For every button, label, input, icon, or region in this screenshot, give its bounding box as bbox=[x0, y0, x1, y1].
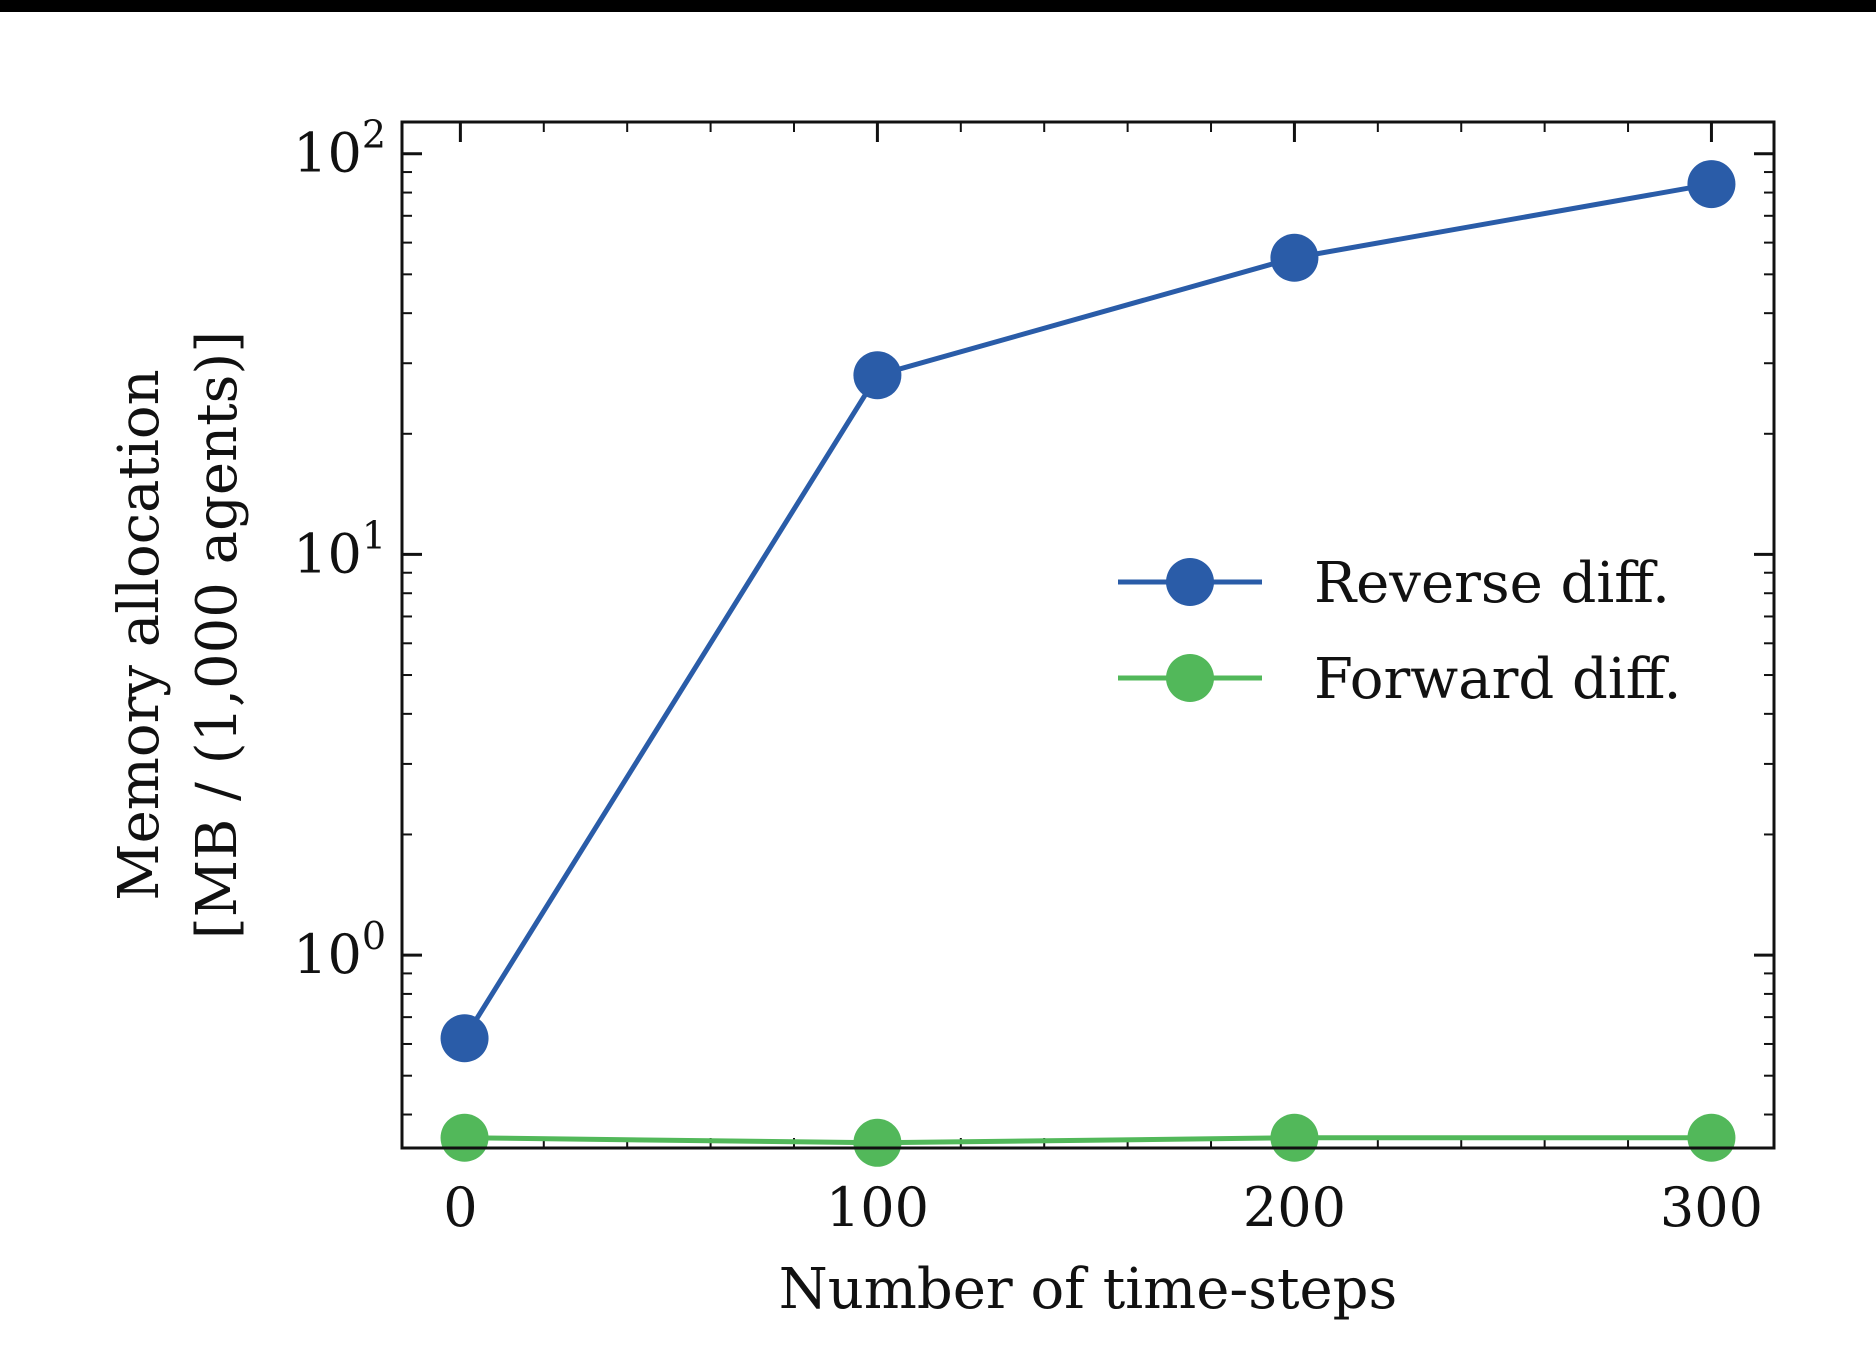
top-border bbox=[0, 0, 1876, 12]
legend: Reverse diff. Forward diff. bbox=[1118, 551, 1681, 712]
y-tick-exponent: 1 bbox=[362, 513, 386, 557]
series-line-1 bbox=[464, 1135, 1712, 1146]
series-0-point bbox=[440, 1014, 489, 1063]
y-tick-label: 102 bbox=[293, 113, 386, 185]
axis-ticks bbox=[402, 122, 1774, 1148]
y-tick-exponent: 2 bbox=[362, 113, 386, 157]
y-tick-base: 10 bbox=[293, 122, 362, 185]
y-tick-label: 101 bbox=[293, 513, 386, 585]
y-tick-exponent: 0 bbox=[362, 914, 386, 958]
x-axis-label: Number of time-steps bbox=[779, 1257, 1398, 1322]
legend-label-1: Forward diff. bbox=[1314, 647, 1681, 712]
series-markers bbox=[440, 160, 1736, 1167]
series-0-point bbox=[1687, 160, 1736, 209]
x-tick-label: 0 bbox=[443, 1176, 477, 1239]
series-0-point bbox=[1270, 233, 1319, 282]
legend-marker-1 bbox=[1166, 654, 1214, 702]
series-line-0 bbox=[462, 181, 1712, 1040]
x-tick-label: 200 bbox=[1243, 1176, 1346, 1239]
x-tick-label: 300 bbox=[1660, 1176, 1763, 1239]
plot-frame bbox=[400, 120, 1776, 1150]
y-tick-base: 10 bbox=[293, 522, 362, 585]
series-1-point bbox=[1687, 1113, 1736, 1162]
series-1-point bbox=[853, 1118, 902, 1167]
y-axis-label-line2: [MB / (1,000 agents)] bbox=[185, 331, 250, 939]
series-1-point bbox=[440, 1113, 489, 1162]
legend-label-0: Reverse diff. bbox=[1314, 551, 1670, 616]
y-tick-base: 10 bbox=[293, 923, 362, 986]
y-axis-label-line1: Memory allocation bbox=[107, 369, 172, 900]
legend-marker-0 bbox=[1166, 558, 1214, 606]
y-tick-label: 100 bbox=[293, 914, 386, 986]
series-lines bbox=[462, 181, 1712, 1146]
series-1-point bbox=[1270, 1113, 1319, 1162]
x-tick-label: 100 bbox=[826, 1176, 929, 1239]
series-0-point bbox=[853, 351, 902, 400]
